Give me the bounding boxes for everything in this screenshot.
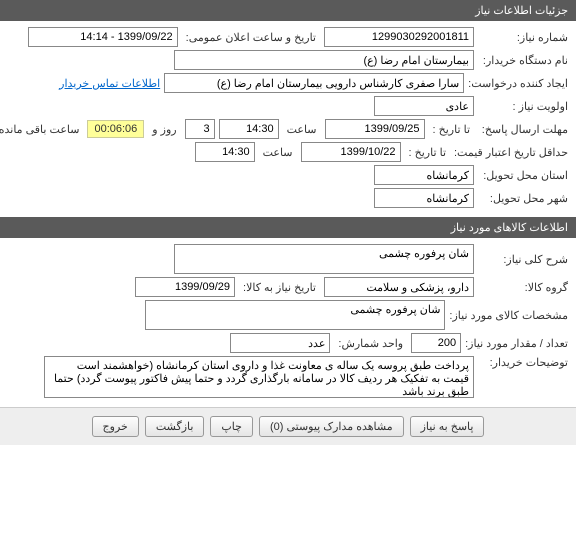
- button-bar: پاسخ به نیاز مشاهده مدارک پیوستی (0) چاپ…: [0, 407, 576, 445]
- section-header-goods: اطلاعات کالاهای مورد نیاز: [0, 217, 576, 238]
- need-date-field[interactable]: [135, 277, 235, 297]
- notes-field[interactable]: [44, 356, 474, 398]
- qty-field[interactable]: [411, 333, 461, 353]
- deadline-date-field[interactable]: [325, 119, 425, 139]
- priority-label: اولویت نیاز :: [478, 100, 568, 113]
- attachments-button[interactable]: مشاهده مدارک پیوستی (0): [259, 416, 404, 437]
- validity-date-field[interactable]: [301, 142, 401, 162]
- city-field[interactable]: [374, 188, 474, 208]
- countdown-timer: 00:06:06: [87, 120, 144, 138]
- spec-label: مشخصات کالای مورد نیاز:: [449, 309, 568, 322]
- spec-field[interactable]: [145, 300, 445, 330]
- exit-button[interactable]: خروج: [92, 416, 139, 437]
- deadline-time-field[interactable]: [219, 119, 279, 139]
- group-field[interactable]: [324, 277, 474, 297]
- validity-label: حداقل تاریخ اعتبار قیمت:: [454, 146, 568, 159]
- until-label-2: تا تاریخ :: [405, 146, 450, 159]
- until-label: تا تاریخ :: [429, 123, 474, 136]
- unit-label: واحد شمارش:: [334, 337, 407, 350]
- need-number-field[interactable]: [324, 27, 474, 47]
- remain-label: ساعت باقی مانده: [0, 123, 83, 136]
- details-form: شماره نیاز: تاریخ و ساعت اعلان عمومی: نا…: [0, 21, 576, 217]
- deadline-label: مهلت ارسال پاسخ:: [478, 123, 568, 136]
- print-button[interactable]: چاپ: [210, 416, 253, 437]
- unit-field[interactable]: [230, 333, 330, 353]
- days-field[interactable]: [185, 119, 215, 139]
- notes-label: توضیحات خریدار:: [478, 356, 568, 369]
- priority-field[interactable]: [374, 96, 474, 116]
- province-label: استان محل تحویل:: [478, 169, 568, 182]
- province-field[interactable]: [374, 165, 474, 185]
- qty-label: تعداد / مقدار مورد نیاز:: [465, 337, 568, 350]
- group-label: گروه کالا:: [478, 281, 568, 294]
- section-header-details: جزئیات اطلاعات نیاز: [0, 0, 576, 21]
- announce-label: تاریخ و ساعت اعلان عمومی:: [182, 31, 320, 44]
- buyer-label: نام دستگاه خریدار:: [478, 54, 568, 67]
- creator-field[interactable]: [164, 73, 464, 93]
- validity-time-field[interactable]: [195, 142, 255, 162]
- need-number-label: شماره نیاز:: [478, 31, 568, 44]
- days-label: روز و: [148, 123, 180, 136]
- announce-field[interactable]: [28, 27, 178, 47]
- need-date-label: تاریخ نیاز به کالا:: [239, 281, 320, 294]
- creator-label: ایجاد کننده درخواست:: [468, 77, 568, 90]
- city-label: شهر محل تحویل:: [478, 192, 568, 205]
- desc-label: شرح کلی نیاز:: [478, 253, 568, 266]
- buyer-field[interactable]: [174, 50, 474, 70]
- contact-link[interactable]: اطلاعات تماس خریدار: [59, 77, 160, 90]
- back-button[interactable]: بازگشت: [145, 416, 205, 437]
- goods-form: شرح کلی نیاز: گروه کالا: تاریخ نیاز به ک…: [0, 238, 576, 407]
- respond-button[interactable]: پاسخ به نیاز: [410, 416, 485, 437]
- time-label-2: ساعت: [259, 146, 297, 159]
- desc-field[interactable]: [174, 244, 474, 274]
- time-label-1: ساعت: [283, 123, 321, 136]
